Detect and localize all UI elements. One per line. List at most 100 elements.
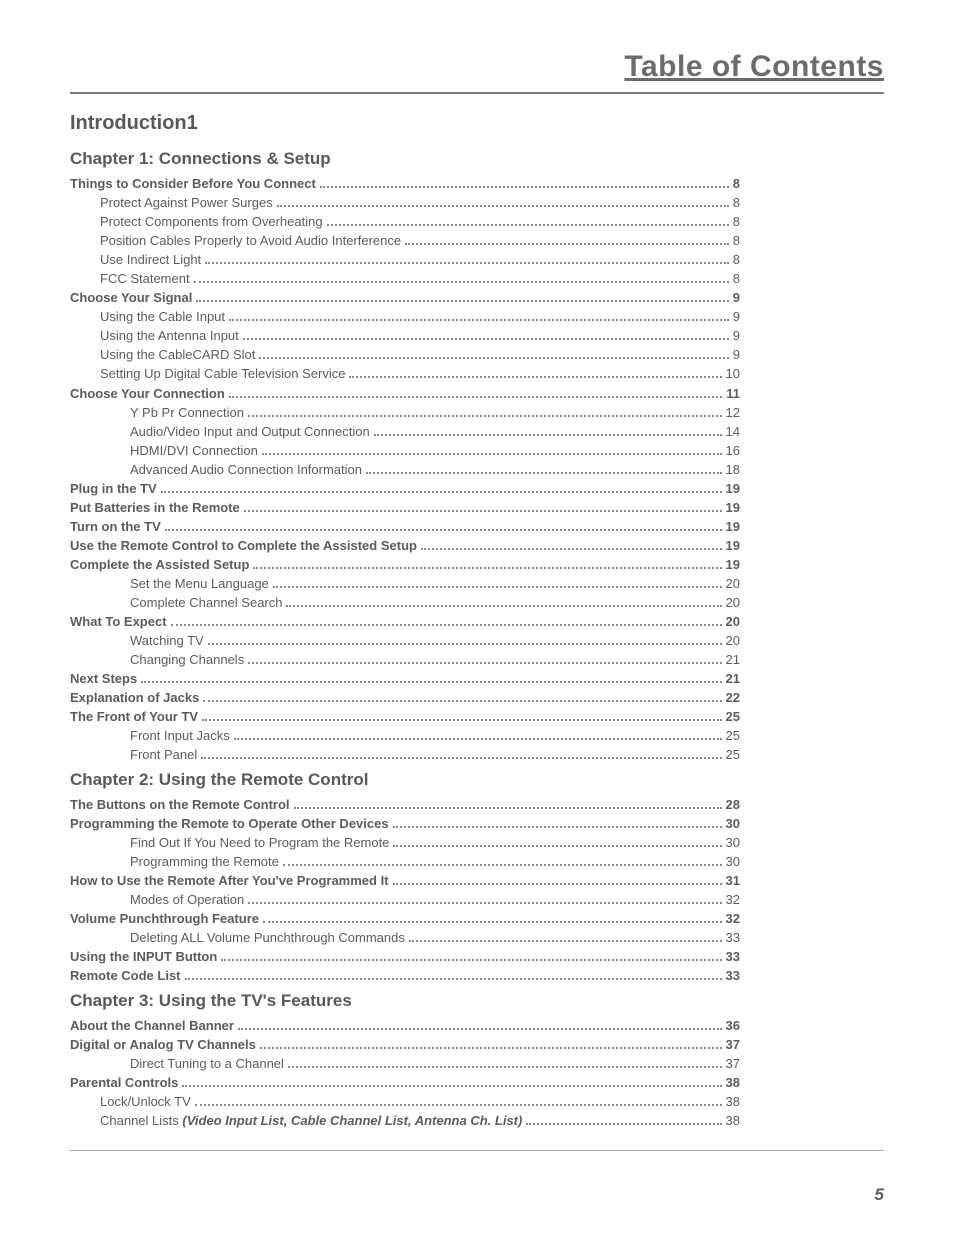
toc-dots — [208, 643, 722, 645]
toc-entry-label: Plug in the TV — [70, 480, 157, 498]
toc-entry-label: Using the Antenna Input — [100, 327, 239, 345]
toc-row: Things to Consider Before You Connect8 — [70, 175, 740, 193]
toc-dots — [182, 1085, 721, 1087]
toc-entry-label: Deleting ALL Volume Punchthrough Command… — [130, 929, 405, 947]
toc-row: Using the Cable Input 9 — [100, 308, 740, 326]
toc-intro-page: 1 — [187, 112, 198, 135]
divider-bottom — [70, 1150, 884, 1151]
toc-entry-label: Next Steps — [70, 670, 137, 688]
toc-dots — [393, 845, 721, 847]
toc-dots — [366, 472, 722, 474]
toc-dots — [195, 1104, 722, 1106]
toc-dots — [244, 510, 722, 512]
toc-entry-italic: (Video Input List, Cable Channel List, A… — [182, 1113, 522, 1128]
toc-dots — [294, 807, 722, 809]
toc-entry-page: 21 — [726, 670, 740, 688]
toc-row: Direct Tuning to a Channel 37 — [130, 1055, 740, 1073]
toc-entry-page: 38 — [726, 1093, 740, 1111]
toc-row: Protect Against Power Surges8 — [100, 194, 740, 212]
toc-row: Programming the Remote to Operate Other … — [70, 815, 740, 833]
toc-entry-label: Protect Against Power Surges — [100, 194, 273, 212]
toc-entry-label: Use the Remote Control to Complete the A… — [70, 537, 417, 555]
toc-entry-page: 9 — [733, 308, 740, 326]
toc-entry-page: 18 — [726, 461, 740, 479]
toc-row: Using the CableCARD Slot9 — [100, 346, 740, 364]
toc-entry-label: Protect Components from Overheating — [100, 213, 323, 231]
toc-entry-label: HDMI/DVI Connection — [130, 442, 258, 460]
toc-entry-label: Channel Lists (Video Input List, Cable C… — [100, 1112, 522, 1130]
toc-dots — [320, 186, 729, 188]
toc-entry-label: Direct Tuning to a Channel — [130, 1055, 284, 1073]
toc-entry-page: 38 — [726, 1112, 740, 1130]
toc-row: Explanation of Jacks22 — [70, 689, 740, 707]
toc-dots — [262, 453, 722, 455]
toc-dots — [221, 959, 721, 961]
toc-dots — [405, 243, 729, 245]
toc-entry-page: 16 — [726, 442, 740, 460]
toc-entry-page: 37 — [726, 1055, 740, 1073]
chapter-heading: Chapter 2: Using the Remote Control — [70, 770, 740, 790]
toc-entry-label: Using the CableCARD Slot — [100, 346, 255, 364]
toc-entry-page: 8 — [733, 251, 740, 269]
toc-entry-label: The Buttons on the Remote Control — [70, 796, 290, 814]
toc-row: Audio/Video Input and Output Connection1… — [130, 423, 740, 441]
toc-entry-page: 8 — [733, 270, 740, 288]
toc-row: HDMI/DVI Connection 16 — [130, 442, 740, 460]
toc-entry-label: Set the Menu Language — [130, 575, 269, 593]
toc-entry-label: Programming the Remote — [130, 853, 279, 871]
toc-dots — [196, 300, 728, 302]
toc-entry-label: How to Use the Remote After You've Progr… — [70, 872, 389, 890]
toc-dots — [393, 883, 722, 885]
toc-row: Front Panel25 — [130, 746, 740, 764]
toc-entry-page: 33 — [726, 967, 740, 985]
toc-entry-page: 32 — [726, 910, 740, 928]
toc-dots — [277, 205, 729, 207]
toc-entry-label: Parental Controls — [70, 1074, 178, 1092]
toc-row: Use the Remote Control to Complete the A… — [70, 537, 740, 555]
toc-row: Protect Components from Overheating8 — [100, 213, 740, 231]
toc-entry-page: 33 — [726, 948, 740, 966]
toc-entry-page: 38 — [726, 1074, 740, 1092]
toc-chapters: Chapter 1: Connections & SetupThings to … — [70, 149, 740, 1130]
toc-intro-row: Introduction 1 — [70, 112, 740, 135]
toc-row: Channel Lists (Video Input List, Cable C… — [100, 1112, 740, 1130]
toc-entry-label: Complete the Assisted Setup — [70, 556, 249, 574]
toc-dots — [229, 396, 722, 398]
toc-dots — [421, 548, 722, 550]
toc-row: Volume Punchthrough Feature32 — [70, 910, 740, 928]
toc-row: Programming the Remote30 — [130, 853, 740, 871]
toc-entry-label: Y Pb Pr Connection — [130, 404, 244, 422]
toc-row: Complete Channel Search20 — [130, 594, 740, 612]
toc-row: Position Cables Properly to Avoid Audio … — [100, 232, 740, 250]
toc-dots — [203, 700, 721, 702]
toc-entry-label: Remote Code List — [70, 967, 181, 985]
toc-entry-page: 33 — [726, 929, 740, 947]
toc-dots — [349, 376, 721, 378]
toc-row: Lock/Unlock TV38 — [100, 1093, 740, 1111]
toc-entry-label: Find Out If You Need to Program the Remo… — [130, 834, 389, 852]
toc-entry-label: Put Batteries in the Remote — [70, 499, 240, 517]
toc-entry-page: 11 — [726, 385, 740, 403]
toc-row: Put Batteries in the Remote19 — [70, 499, 740, 517]
toc-row: What To Expect20 — [70, 613, 740, 631]
toc-entry-label: Using the Cable Input — [100, 308, 225, 326]
toc-row: Choose Your Connection11 — [70, 385, 740, 403]
toc-entry-page: 14 — [726, 423, 740, 441]
toc-dots — [165, 529, 722, 531]
toc-entry-page: 20 — [726, 594, 740, 612]
toc-entry-label: Digital or Analog TV Channels — [70, 1036, 256, 1054]
toc-dots — [393, 826, 722, 828]
toc-dots — [273, 586, 722, 588]
toc-entry-page: 9 — [733, 289, 740, 307]
toc-dots — [229, 319, 729, 321]
toc-dots — [374, 434, 722, 436]
toc-row: Modes of Operation32 — [130, 891, 740, 909]
toc-entry-page: 25 — [726, 727, 740, 745]
toc-row: FCC Statement8 — [100, 270, 740, 288]
toc-dots — [248, 902, 721, 904]
toc-entry-label: Setting Up Digital Cable Television Serv… — [100, 365, 345, 383]
toc-entry-page: 19 — [726, 556, 740, 574]
toc-entry-label: Front Panel — [130, 746, 197, 764]
toc-dots — [248, 662, 721, 664]
toc-entry-page: 30 — [726, 815, 740, 833]
